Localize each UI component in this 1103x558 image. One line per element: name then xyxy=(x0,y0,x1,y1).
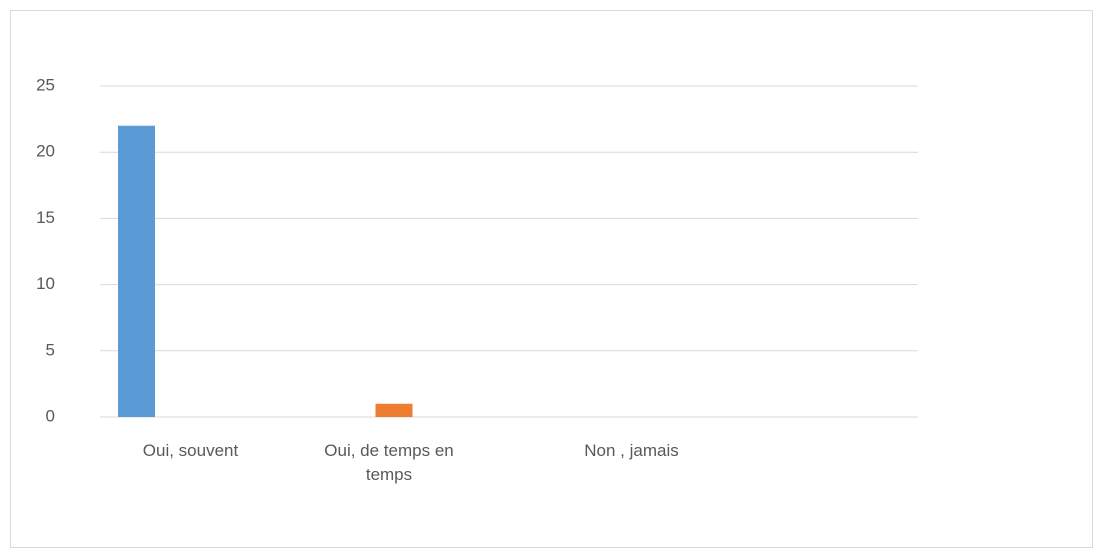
bar xyxy=(375,403,413,417)
y-tick-label: 25 xyxy=(36,75,55,94)
x-tick-label: Non , jamais xyxy=(584,441,679,460)
y-tick-label: 20 xyxy=(36,142,55,161)
chart-border xyxy=(10,10,1093,548)
x-tick-label: Oui, de temps en temps xyxy=(324,441,454,484)
y-tick-label: 10 xyxy=(36,274,55,293)
y-tick-label: 0 xyxy=(46,406,55,425)
y-tick-label: 5 xyxy=(46,340,55,359)
y-tick-label: 15 xyxy=(36,208,55,227)
bar xyxy=(118,125,155,417)
x-tick-label: Oui, souvent xyxy=(142,441,239,460)
